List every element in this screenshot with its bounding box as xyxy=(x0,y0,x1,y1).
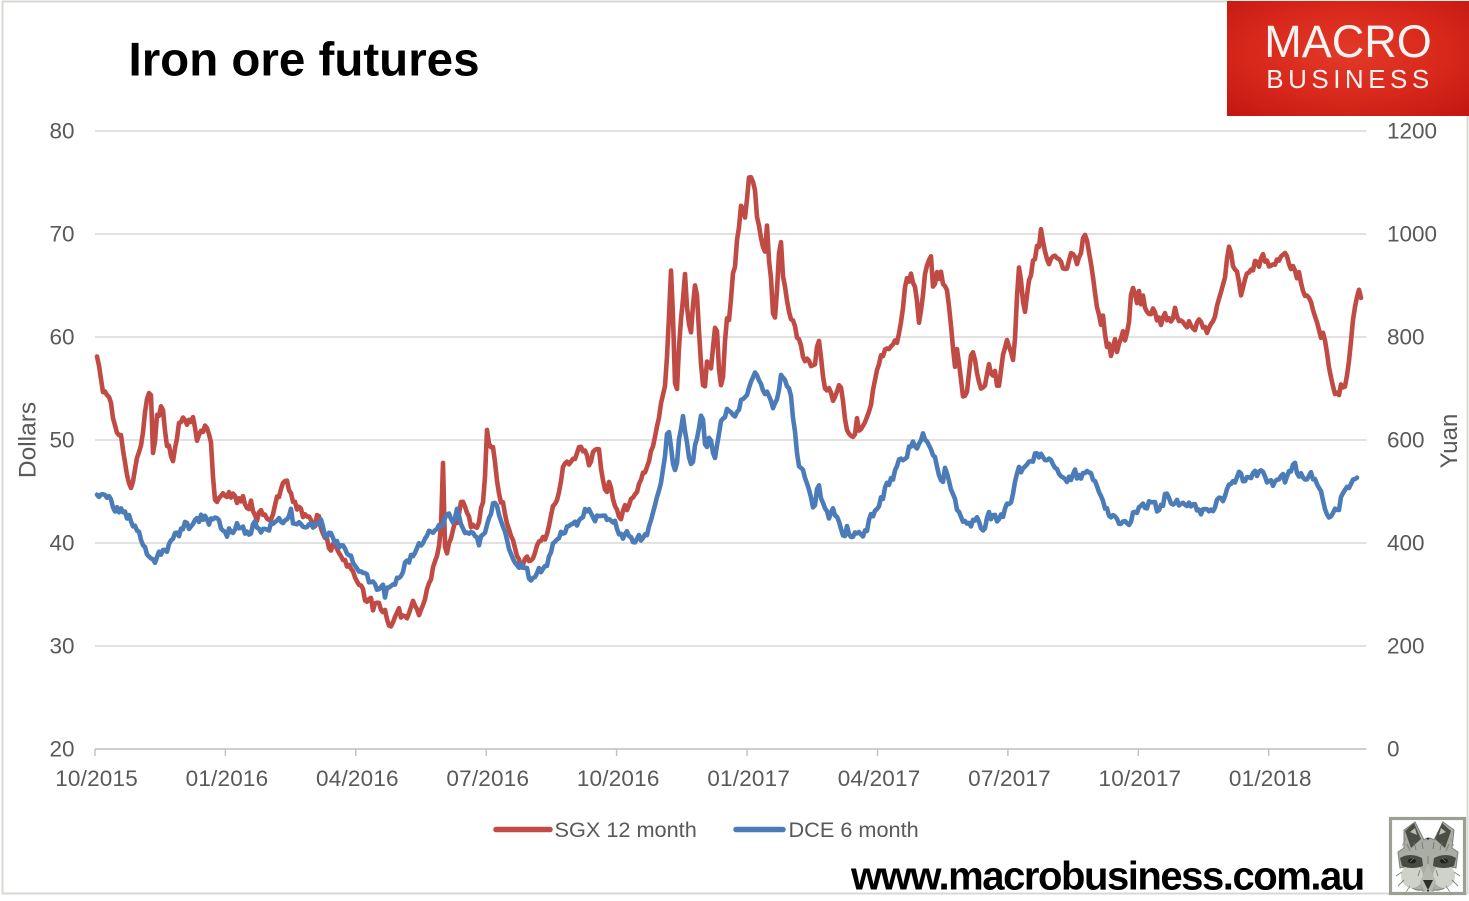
svg-text:50: 50 xyxy=(49,428,74,453)
svg-text:Dollars: Dollars xyxy=(15,402,42,478)
svg-text:200: 200 xyxy=(1387,634,1425,659)
svg-text:800: 800 xyxy=(1387,325,1425,350)
svg-text:04/2017: 04/2017 xyxy=(838,766,921,791)
svg-text:0: 0 xyxy=(1387,737,1400,762)
svg-text:10/2015: 10/2015 xyxy=(55,766,138,791)
svg-text:04/2016: 04/2016 xyxy=(316,766,399,791)
svg-text:20: 20 xyxy=(49,737,74,762)
svg-text:60: 60 xyxy=(49,325,74,350)
svg-text:MACRO: MACRO xyxy=(1264,16,1432,67)
svg-text:01/2016: 01/2016 xyxy=(186,766,269,791)
svg-text:1200: 1200 xyxy=(1387,119,1437,144)
svg-text:400: 400 xyxy=(1387,531,1425,556)
svg-text:30: 30 xyxy=(49,634,74,659)
svg-text:600: 600 xyxy=(1387,428,1425,453)
svg-text:40: 40 xyxy=(49,531,74,556)
svg-text:1000: 1000 xyxy=(1387,222,1437,247)
svg-text:Iron ore futures: Iron ore futures xyxy=(129,34,480,87)
svg-text:01/2018: 01/2018 xyxy=(1229,766,1312,791)
svg-text:10/2016: 10/2016 xyxy=(577,766,660,791)
svg-text:BUSINESS: BUSINESS xyxy=(1266,64,1434,94)
svg-text:07/2016: 07/2016 xyxy=(446,766,529,791)
svg-text:DCE 6 month: DCE 6 month xyxy=(789,817,919,842)
svg-text:01/2017: 01/2017 xyxy=(707,766,790,791)
svg-text:www.macrobusiness.com.au: www.macrobusiness.com.au xyxy=(850,855,1364,899)
svg-text:10/2017: 10/2017 xyxy=(1099,766,1182,791)
svg-text:Yuan: Yuan xyxy=(1436,414,1463,469)
svg-text:70: 70 xyxy=(49,222,74,247)
svg-text:SGX 12 month: SGX 12 month xyxy=(555,817,697,842)
svg-text:80: 80 xyxy=(49,119,74,144)
svg-text:07/2017: 07/2017 xyxy=(968,766,1051,791)
